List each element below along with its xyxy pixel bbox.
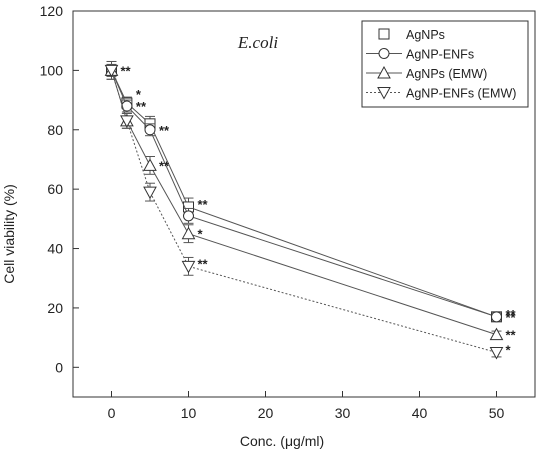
plot-frame	[72, 10, 536, 398]
legend-label: AgNP-ENFs	[406, 48, 474, 62]
data-point	[181, 226, 196, 240]
legend-marker	[377, 87, 391, 100]
legend-label: AgNPs	[406, 28, 445, 42]
significance-annotation: **	[136, 99, 147, 114]
series-line	[111, 70, 497, 336]
data-point	[143, 158, 157, 171]
x-tick-label: 50	[489, 405, 505, 421]
data-point	[489, 346, 504, 360]
x-tick-label: 30	[335, 405, 351, 421]
y-axis-title: Cell viability (%)	[1, 184, 17, 284]
legend-label: AgNP-ENFs (EMW)	[406, 87, 516, 101]
legend-marker	[378, 48, 390, 59]
legend-marker	[378, 28, 390, 40]
x-tick-label: 40	[412, 405, 428, 421]
significance-annotation: **	[506, 328, 517, 343]
data-point	[181, 260, 196, 274]
significance-annotation: **	[121, 63, 132, 78]
x-tick-label: 20	[258, 405, 274, 421]
legend-marker	[377, 65, 391, 79]
significance-annotation: **	[198, 197, 209, 212]
data-point	[489, 327, 504, 341]
significance-annotation: **	[198, 256, 209, 271]
y-tick-label: 120	[40, 3, 64, 19]
y-tick-label: 20	[47, 300, 63, 316]
legend-box	[361, 20, 529, 108]
chart-title: E.coli	[237, 33, 278, 52]
y-tick-label: 60	[47, 181, 63, 197]
data-point	[120, 115, 134, 128]
significance-annotation: **	[506, 310, 517, 325]
significance-annotation: *	[136, 87, 142, 102]
x-tick-label: 10	[181, 405, 197, 421]
significance-annotation: *	[198, 227, 204, 242]
significance-annotation: **	[159, 123, 170, 138]
x-tick-label: 0	[108, 405, 116, 421]
y-tick-label: 40	[47, 241, 63, 257]
significance-annotation: **	[506, 307, 517, 322]
series-line	[111, 70, 497, 353]
data-point	[491, 311, 502, 323]
data-point	[104, 64, 119, 78]
y-tick-label: 80	[47, 122, 63, 138]
y-tick-label: 100	[40, 62, 64, 78]
data-point	[183, 210, 194, 222]
data-point	[144, 124, 156, 136]
y-tick-label: 0	[55, 359, 63, 375]
legend-label: AgNPs (EMW)	[406, 67, 487, 81]
significance-annotation: **	[159, 158, 170, 173]
x-axis-title: Conc. (μg/ml)	[240, 433, 324, 449]
data-point	[143, 186, 157, 200]
significance-annotation: *	[506, 342, 512, 357]
